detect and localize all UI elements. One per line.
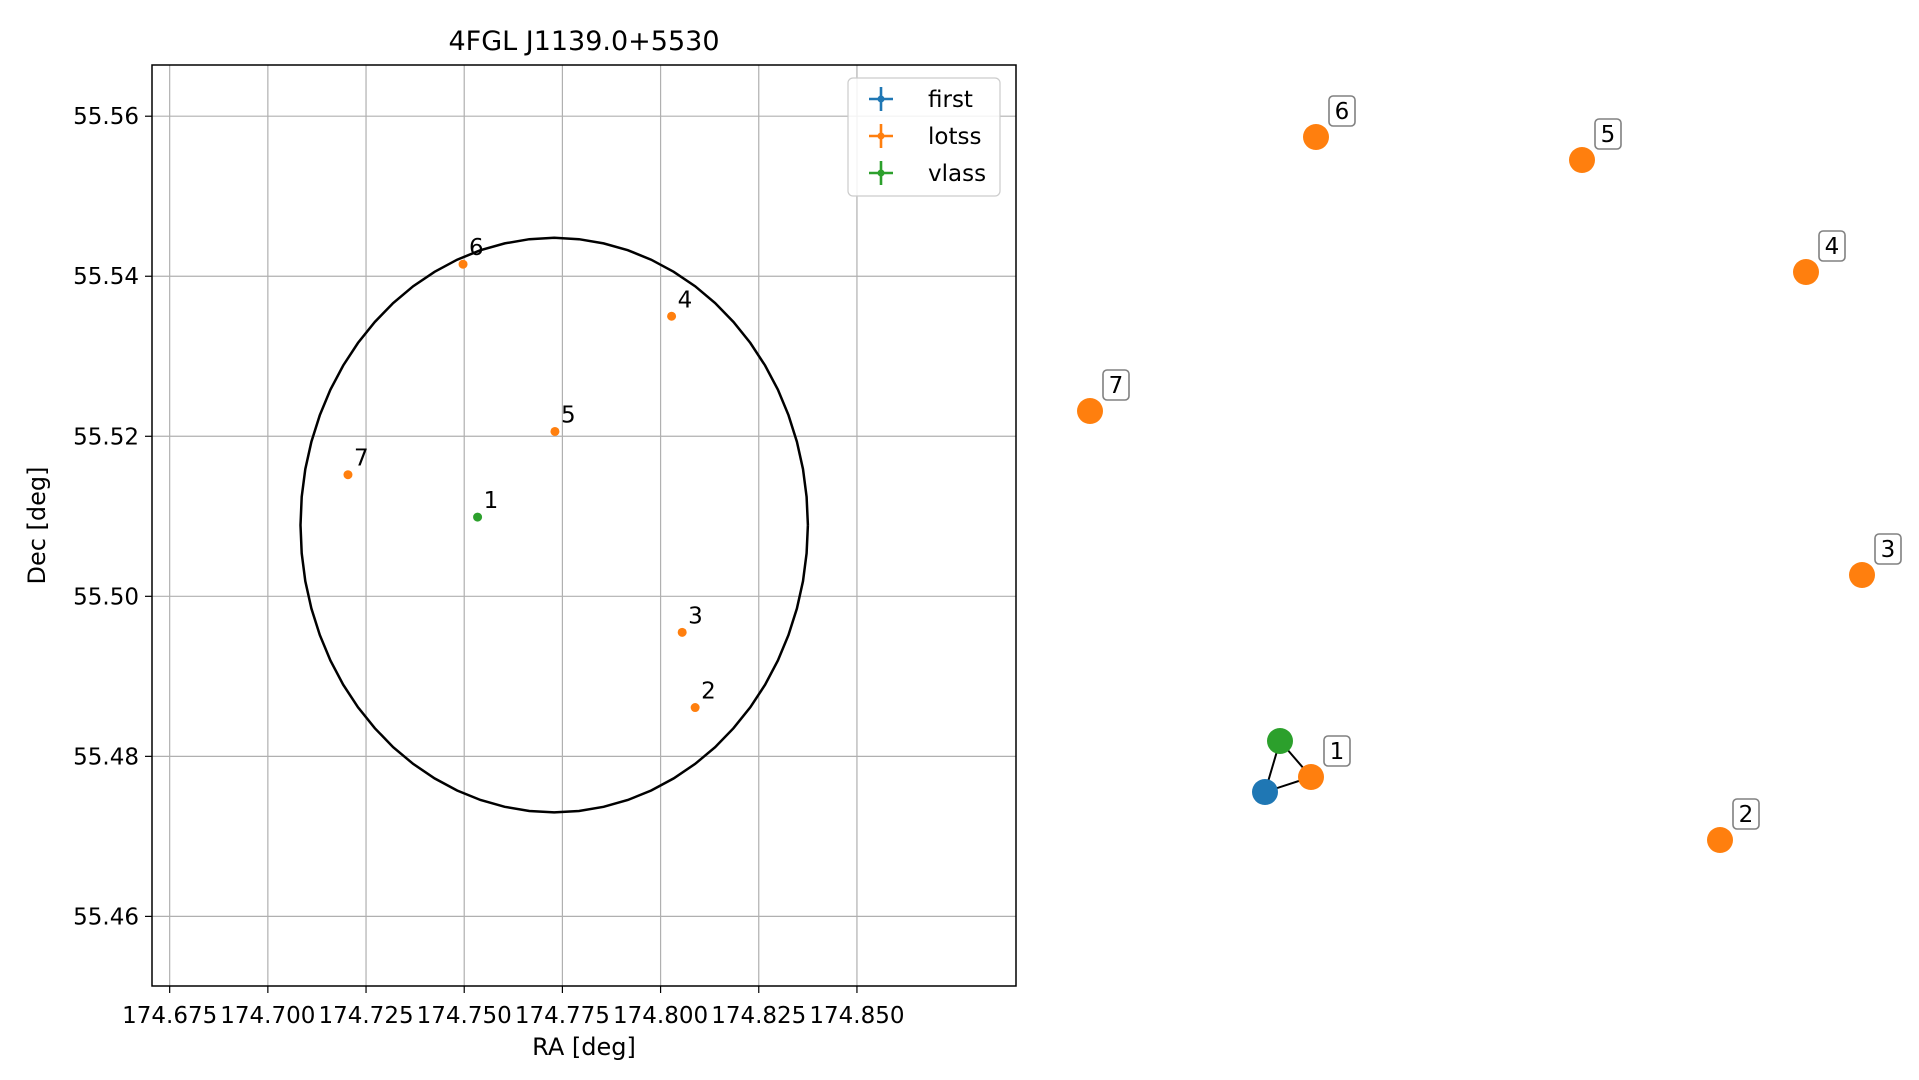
lotss-point <box>690 703 700 713</box>
legend-box <box>847 77 1001 197</box>
node-label-box <box>1594 118 1622 150</box>
graph-node <box>1849 562 1875 588</box>
point-label: 5 <box>561 402 576 428</box>
legend-marker-dot <box>877 95 885 103</box>
association-graph: 1 2 3 4 5 6 7 <box>1077 95 1902 853</box>
plot-frame <box>151 64 1017 987</box>
node-label: 4 <box>1825 234 1840 260</box>
node-label-box <box>1328 95 1356 127</box>
grid <box>152 65 1016 986</box>
node-label: 1 <box>1330 739 1345 765</box>
legend: first lotss vlass <box>847 77 1001 197</box>
x-tick-label: 174.850 <box>809 1003 904 1029</box>
error-circle-layer <box>299 236 810 814</box>
node-label: 3 <box>1881 537 1896 563</box>
x-axis-label: RA [deg] <box>532 1033 636 1061</box>
graph-node <box>1298 764 1324 790</box>
graph-node <box>1793 259 1819 285</box>
lotss-point <box>343 470 353 480</box>
source-points: 2 3 4 5 6 7 1 <box>343 235 716 713</box>
node-label-box <box>1323 735 1351 767</box>
node-label: 2 <box>1739 802 1754 828</box>
lotss-point <box>677 627 687 637</box>
graph-node <box>1303 124 1329 150</box>
error-circle <box>299 236 810 814</box>
legend-marker-dot <box>877 132 885 140</box>
legend-label: vlass <box>928 161 986 187</box>
point-label: 4 <box>678 287 693 313</box>
y-tick-label: 55.56 <box>73 104 139 130</box>
node-label: 6 <box>1335 99 1350 125</box>
y-tick-label: 55.48 <box>73 744 139 770</box>
point-label: 2 <box>701 679 716 705</box>
node-label-box <box>1818 230 1846 262</box>
graph-node <box>1252 779 1278 805</box>
node-label: 7 <box>1109 373 1124 399</box>
x-tick-label: 174.750 <box>417 1003 512 1029</box>
node-label-box <box>1732 798 1760 830</box>
graph-node <box>1569 147 1595 173</box>
axis-ticks: 174.675 174.700 174.725 174.750 174.775 174.8… <box>73 104 904 1029</box>
legend-label: first <box>928 87 973 113</box>
y-tick-label: 55.50 <box>73 584 139 610</box>
legend-marker-dot <box>877 169 885 177</box>
x-tick-label: 174.725 <box>318 1003 413 1029</box>
point-label: 3 <box>688 603 703 629</box>
point-label: 6 <box>469 235 484 261</box>
chart-title: 4FGL J1139.0+5530 <box>448 26 719 57</box>
y-tick-label: 55.52 <box>73 424 139 450</box>
y-tick-label: 55.54 <box>73 264 139 290</box>
node-label: 5 <box>1601 122 1616 148</box>
y-tick-label: 55.46 <box>73 904 139 930</box>
x-tick-label: 174.675 <box>122 1003 217 1029</box>
graph-nodes: 1 2 3 4 5 6 7 <box>1077 95 1902 853</box>
point-label: 7 <box>354 446 369 472</box>
lotss-point <box>667 311 677 321</box>
lotss-point <box>458 259 468 269</box>
graph-node <box>1077 398 1103 424</box>
legend-label: lotss <box>928 124 981 150</box>
y-axis-label: Dec [deg] <box>23 466 51 584</box>
graph-node <box>1707 827 1733 853</box>
graph-node <box>1267 728 1293 754</box>
lotss-point <box>550 426 560 436</box>
point-label: 1 <box>484 488 499 514</box>
vlass-point <box>473 512 483 522</box>
x-tick-label: 174.800 <box>613 1003 708 1029</box>
node-label-box <box>1102 369 1130 401</box>
x-tick-label: 174.700 <box>220 1003 315 1029</box>
x-tick-label: 174.825 <box>711 1003 806 1029</box>
x-tick-label: 174.775 <box>515 1003 610 1029</box>
node-label-box <box>1874 533 1902 565</box>
